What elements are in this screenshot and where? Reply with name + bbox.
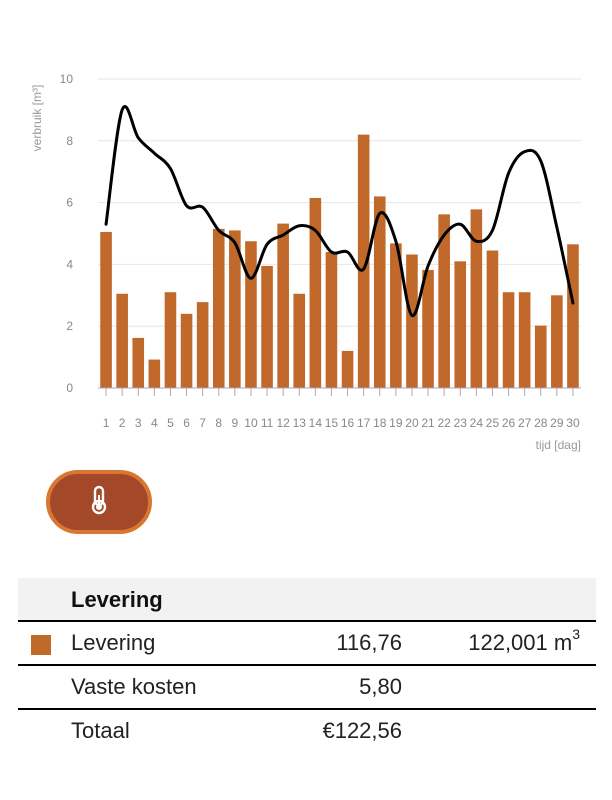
bar	[422, 269, 434, 388]
summary-header: Levering	[18, 578, 596, 622]
x-tick-label: 16	[341, 416, 355, 430]
summary-row-fixed-costs: Vaste kosten 5,80	[18, 666, 596, 710]
bar	[518, 292, 531, 388]
bar	[116, 293, 128, 388]
bar	[534, 325, 547, 388]
bar	[502, 292, 515, 388]
summary-row-total: Totaal €122,56	[18, 710, 596, 752]
x-tick-label: 19	[389, 416, 403, 430]
bar	[551, 295, 563, 388]
x-tick-label: 26	[502, 416, 516, 430]
bar	[261, 265, 273, 388]
summary-row-delivery: Levering 116,76 122,001 m3	[18, 622, 596, 666]
x-tick-label: 30	[566, 416, 580, 430]
x-tick-label: 15	[325, 416, 339, 430]
row-amount: 116,76	[336, 630, 402, 655]
x-tick-label: 20	[405, 416, 419, 430]
bar	[212, 228, 225, 388]
y-tick-label: 0	[66, 381, 73, 395]
y-tick-label: 10	[60, 72, 74, 86]
y-axis-ticks: 0 2 4 6 8 10	[60, 72, 74, 395]
x-tick-label: 27	[518, 416, 532, 430]
x-tick-label: 21	[421, 416, 435, 430]
bar	[277, 223, 289, 388]
bar	[293, 293, 306, 388]
x-axis	[98, 387, 581, 396]
bar	[132, 337, 145, 388]
thermometer-icon	[88, 485, 110, 520]
row-label: Totaal	[71, 718, 130, 743]
x-tick-label: 14	[309, 416, 323, 430]
cost-summary-table: Levering Levering 116,76 122,001 m3 Vast…	[18, 578, 596, 752]
bar	[309, 197, 322, 388]
bar	[390, 243, 402, 388]
x-axis-ticks: 1 2 3 4 5 6 7 8 9 10 11 12 13 14 15 16 17 18 19 20 21 22 23 24 2…	[103, 416, 580, 430]
x-tick-label: 25	[486, 416, 500, 430]
row-quantity: 122,001 m3	[468, 625, 580, 655]
bar	[470, 209, 483, 388]
x-tick-label: 7	[199, 416, 206, 430]
bar	[341, 350, 354, 388]
temperature-toggle-button[interactable]	[46, 470, 152, 534]
x-tick-label: 10	[244, 416, 258, 430]
bar	[373, 196, 386, 388]
legend-swatch	[31, 635, 51, 655]
summary-title: Levering	[71, 587, 163, 612]
x-tick-label: 28	[534, 416, 548, 430]
x-tick-label: 12	[276, 416, 290, 430]
x-tick-label: 1	[103, 416, 110, 430]
x-tick-label: 29	[550, 416, 564, 430]
x-tick-label: 11	[261, 416, 274, 430]
bar-series	[100, 134, 579, 388]
x-axis-label: tijd [dag]	[536, 438, 581, 452]
x-tick-label: 6	[183, 416, 190, 430]
y-tick-label: 2	[66, 319, 73, 333]
x-tick-label: 23	[454, 416, 468, 430]
bar	[164, 292, 177, 388]
bar	[325, 252, 338, 388]
chart-gridlines	[98, 78, 581, 327]
bar	[148, 359, 161, 388]
bar	[486, 250, 499, 388]
x-tick-label: 13	[293, 416, 307, 430]
x-tick-label: 2	[119, 416, 126, 430]
line-series	[104, 105, 575, 317]
bar	[100, 231, 112, 388]
bar	[229, 230, 241, 388]
bar	[567, 244, 579, 388]
y-tick-label: 4	[66, 257, 73, 271]
bar	[180, 313, 193, 388]
row-label: Levering	[71, 630, 156, 655]
x-tick-label: 5	[167, 416, 174, 430]
y-tick-label: 6	[66, 196, 73, 210]
bar	[406, 254, 418, 388]
x-tick-label: 18	[373, 416, 387, 430]
bar	[245, 241, 257, 388]
x-tick-label: 4	[151, 416, 158, 430]
x-tick-label: 3	[135, 416, 142, 430]
row-amount: €122,56	[322, 718, 402, 743]
x-tick-label: 17	[357, 416, 371, 430]
bar	[196, 302, 209, 388]
x-tick-label: 24	[470, 416, 484, 430]
y-axis-label: verbruik [m³]	[30, 85, 44, 152]
y-tick-label: 8	[66, 134, 73, 148]
x-tick-label: 8	[215, 416, 222, 430]
row-label: Vaste kosten	[71, 674, 197, 699]
bar	[454, 261, 467, 388]
bar	[438, 214, 450, 388]
x-tick-label: 9	[232, 416, 239, 430]
row-amount: 5,80	[359, 674, 402, 699]
x-tick-label: 22	[437, 416, 451, 430]
bar	[357, 134, 370, 388]
